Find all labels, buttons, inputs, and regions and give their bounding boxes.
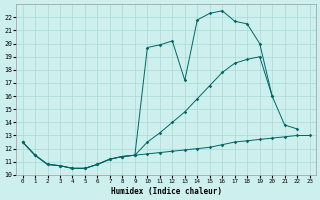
X-axis label: Humidex (Indice chaleur): Humidex (Indice chaleur): [111, 187, 221, 196]
